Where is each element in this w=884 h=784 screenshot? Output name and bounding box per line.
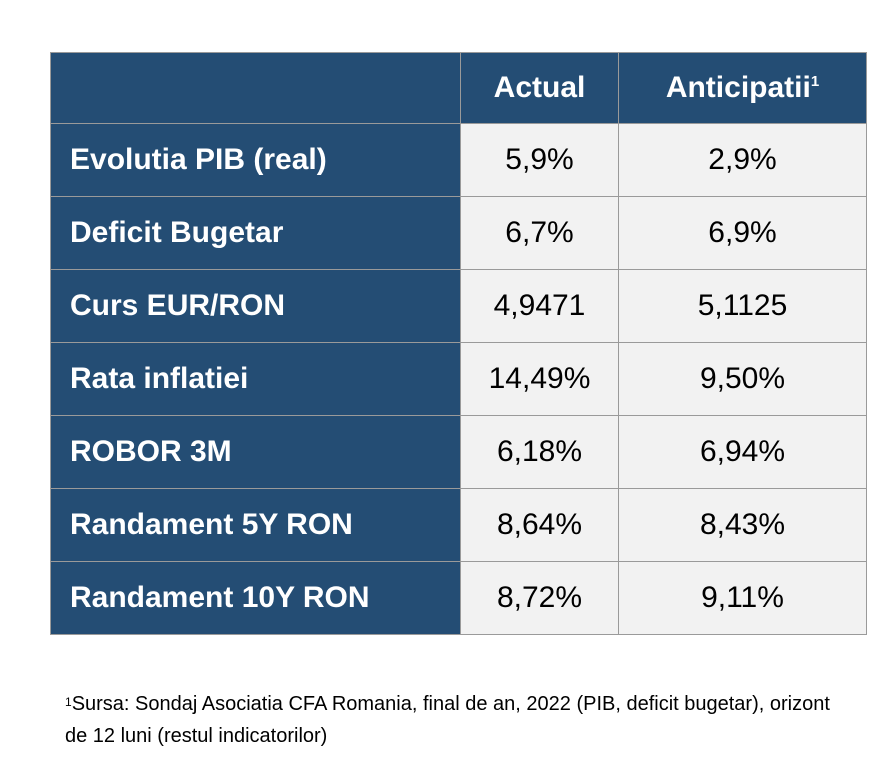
header-footnote-marker: 1: [810, 73, 820, 90]
table-row: Randament 10Y RON 8,72% 9,11%: [50, 561, 867, 635]
table-header-row: Actual Anticipatii1: [50, 52, 867, 124]
footnote-marker: 1: [65, 695, 72, 709]
table-row: Randament 5Y RON 8,64% 8,43%: [50, 488, 867, 562]
anticipatii-value: 8,43%: [618, 488, 867, 562]
footnote-text: Sursa: Sondaj Asociatia CFA Romania, fin…: [65, 693, 830, 747]
row-label: Rata inflatiei: [50, 342, 461, 416]
actual-value: 8,72%: [460, 561, 619, 635]
row-label: Randament 10Y RON: [50, 561, 461, 635]
anticipatii-value: 5,1125: [618, 269, 867, 343]
anticipatii-value: 9,50%: [618, 342, 867, 416]
anticipatii-value: 9,11%: [618, 561, 867, 635]
indicators-table: Actual Anticipatii1 Evolutia PIB (real) …: [50, 52, 867, 635]
actual-value: 8,64%: [460, 488, 619, 562]
table-row: ROBOR 3M 6,18% 6,94%: [50, 415, 867, 489]
table-row: Curs EUR/RON 4,9471 5,1125: [50, 269, 867, 343]
header-anticipatii: Anticipatii1: [618, 52, 867, 124]
actual-value: 4,9471: [460, 269, 619, 343]
actual-value: 6,18%: [460, 415, 619, 489]
actual-value: 5,9%: [460, 123, 619, 197]
anticipatii-value: 2,9%: [618, 123, 867, 197]
source-footnote: 1Sursa: Sondaj Asociatia CFA Romania, fi…: [65, 688, 845, 752]
table-row: Deficit Bugetar 6,7% 6,9%: [50, 196, 867, 270]
row-label: Deficit Bugetar: [50, 196, 461, 270]
header-anticipatii-label: Anticipatii: [665, 71, 811, 104]
actual-value: 14,49%: [460, 342, 619, 416]
header-empty-cell: [50, 52, 461, 124]
row-label: ROBOR 3M: [50, 415, 461, 489]
row-label: Randament 5Y RON: [50, 488, 461, 562]
row-label: Evolutia PIB (real): [50, 123, 461, 197]
actual-value: 6,7%: [460, 196, 619, 270]
anticipatii-value: 6,94%: [618, 415, 867, 489]
table-row: Rata inflatiei 14,49% 9,50%: [50, 342, 867, 416]
table-row: Evolutia PIB (real) 5,9% 2,9%: [50, 123, 867, 197]
row-label: Curs EUR/RON: [50, 269, 461, 343]
anticipatii-value: 6,9%: [618, 196, 867, 270]
indicators-table-container: Actual Anticipatii1 Evolutia PIB (real) …: [50, 52, 867, 635]
header-actual: Actual: [460, 52, 619, 124]
